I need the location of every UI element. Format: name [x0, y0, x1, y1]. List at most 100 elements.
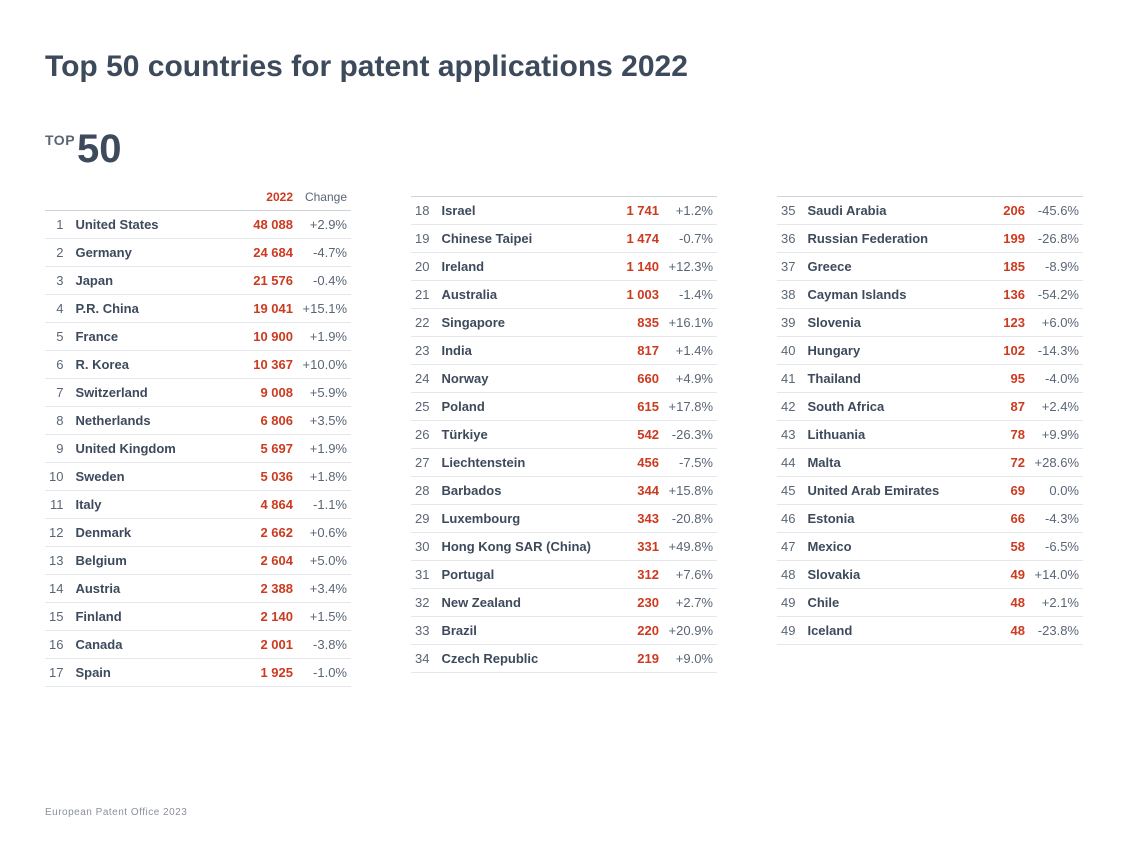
table-row: 3Japan21 576-0.4% [45, 267, 351, 295]
rank-cell: 49 [777, 589, 803, 617]
table-row: 38Cayman Islands136-54.2% [777, 281, 1083, 309]
country-cell: Israel [437, 197, 605, 225]
country-cell: Mexico [803, 533, 971, 561]
change-cell: 0.0% [1029, 477, 1083, 505]
table-row: 40Hungary102-14.3% [777, 337, 1083, 365]
rank-cell: 10 [45, 463, 71, 491]
country-cell: Netherlands [71, 407, 239, 435]
table-row: 47Mexico58-6.5% [777, 533, 1083, 561]
country-cell: Italy [71, 491, 239, 519]
change-cell: -54.2% [1029, 281, 1083, 309]
change-cell: -20.8% [663, 505, 717, 533]
country-cell: South Africa [803, 393, 971, 421]
value-cell: 48 [971, 617, 1029, 645]
value-cell: 344 [605, 477, 663, 505]
rank-cell: 45 [777, 477, 803, 505]
table-row: 21Australia1 003-1.4% [411, 281, 717, 309]
country-cell: Luxembourg [437, 505, 605, 533]
table-row: 7Switzerland9 008+5.9% [45, 379, 351, 407]
page-title: Top 50 countries for patent applications… [45, 50, 1083, 84]
rank-cell: 9 [45, 435, 71, 463]
change-cell: -23.8% [1029, 617, 1083, 645]
rank-cell: 12 [45, 519, 71, 547]
rank-cell: 29 [411, 505, 437, 533]
table-row: 5France10 900+1.9% [45, 323, 351, 351]
change-cell: -26.3% [663, 421, 717, 449]
country-cell: Chile [803, 589, 971, 617]
country-cell: Hong Kong SAR (China) [437, 533, 605, 561]
rank-cell: 18 [411, 197, 437, 225]
change-cell: +1.9% [297, 435, 351, 463]
rank-cell: 22 [411, 309, 437, 337]
value-cell: 2 140 [239, 603, 297, 631]
country-cell: Liechtenstein [437, 449, 605, 477]
value-cell: 10 367 [239, 351, 297, 379]
table-row: 31Portugal312+7.6% [411, 561, 717, 589]
rank-cell: 19 [411, 225, 437, 253]
rank-cell: 44 [777, 449, 803, 477]
rank-cell: 34 [411, 645, 437, 673]
country-cell: New Zealand [437, 589, 605, 617]
country-cell: Belgium [71, 547, 239, 575]
table-row: 45United Arab Emirates690.0% [777, 477, 1083, 505]
column-3: 35Saudi Arabia206-45.6%36Russian Federat… [777, 184, 1083, 687]
change-cell: -7.5% [663, 449, 717, 477]
top-number: 50 [77, 129, 122, 169]
change-cell: +12.3% [663, 253, 717, 281]
table-row: 37Greece185-8.9% [777, 253, 1083, 281]
change-cell: +0.6% [297, 519, 351, 547]
rank-cell: 35 [777, 197, 803, 225]
rank-cell: 42 [777, 393, 803, 421]
country-cell: Türkiye [437, 421, 605, 449]
table-row: 49Chile48+2.1% [777, 589, 1083, 617]
country-cell: Lithuania [803, 421, 971, 449]
table-row: 34Czech Republic219+9.0% [411, 645, 717, 673]
change-cell: +49.8% [663, 533, 717, 561]
change-cell: -0.7% [663, 225, 717, 253]
country-cell: Australia [437, 281, 605, 309]
change-cell: -4.7% [297, 239, 351, 267]
table-row: 11Italy4 864-1.1% [45, 491, 351, 519]
year-header: 2022 [239, 184, 297, 211]
country-cell: Japan [71, 267, 239, 295]
value-cell: 185 [971, 253, 1029, 281]
country-cell: Hungary [803, 337, 971, 365]
country-cell: Slovenia [803, 309, 971, 337]
value-cell: 78 [971, 421, 1029, 449]
change-cell: +1.8% [297, 463, 351, 491]
table-row: 2Germany24 684-4.7% [45, 239, 351, 267]
value-cell: 66 [971, 505, 1029, 533]
top50-badge: TOP 50 [45, 129, 1083, 169]
value-cell: 835 [605, 309, 663, 337]
rank-cell: 1 [45, 211, 71, 239]
country-cell: United States [71, 211, 239, 239]
rank-cell: 46 [777, 505, 803, 533]
change-cell: +2.9% [297, 211, 351, 239]
country-cell: Saudi Arabia [803, 197, 971, 225]
rank-cell: 15 [45, 603, 71, 631]
rank-cell: 43 [777, 421, 803, 449]
table-row: 30Hong Kong SAR (China)331+49.8% [411, 533, 717, 561]
rank-cell: 14 [45, 575, 71, 603]
table-row: 43Lithuania78+9.9% [777, 421, 1083, 449]
value-cell: 49 [971, 561, 1029, 589]
table-row: 36Russian Federation199-26.8% [777, 225, 1083, 253]
rank-cell: 37 [777, 253, 803, 281]
table-row: 29Luxembourg343-20.8% [411, 505, 717, 533]
column-1: 2022 Change 1United States48 088+2.9%2Ge… [45, 184, 351, 687]
change-cell: -0.4% [297, 267, 351, 295]
value-cell: 102 [971, 337, 1029, 365]
country-cell: France [71, 323, 239, 351]
value-cell: 1 003 [605, 281, 663, 309]
rank-cell: 24 [411, 365, 437, 393]
rank-cell: 5 [45, 323, 71, 351]
table-row: 20Ireland1 140+12.3% [411, 253, 717, 281]
value-cell: 1 925 [239, 659, 297, 687]
table-row: 22Singapore835+16.1% [411, 309, 717, 337]
change-cell: +2.7% [663, 589, 717, 617]
value-cell: 456 [605, 449, 663, 477]
rank-cell: 16 [45, 631, 71, 659]
change-cell: +15.1% [297, 295, 351, 323]
change-cell: +10.0% [297, 351, 351, 379]
country-cell: Greece [803, 253, 971, 281]
